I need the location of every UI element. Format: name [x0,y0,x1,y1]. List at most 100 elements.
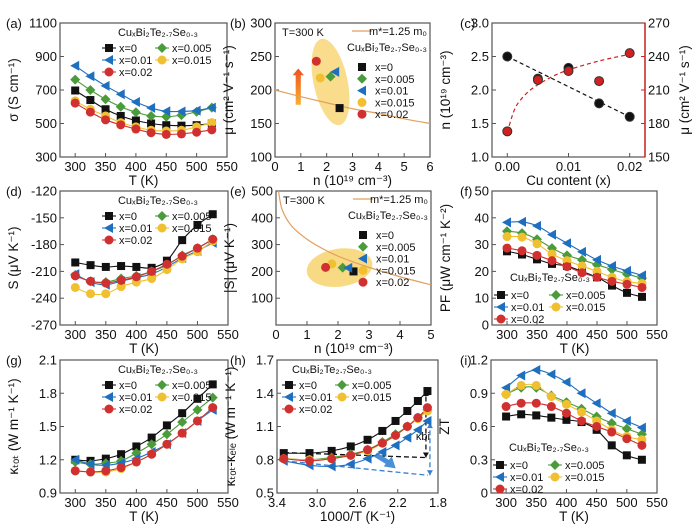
y-tick-label: 500 [251,184,273,199]
x-tick-label: 400 [556,495,578,510]
y-tick-label: 500 [35,116,57,131]
data-point-x=0.02 [86,276,96,286]
data-point-x=0 [101,105,110,114]
data-point-x=0 [147,119,156,128]
data-point-x=0.02 [637,440,647,450]
data-point-x=0.01 [377,446,387,457]
data-point-x=0.005 [621,423,632,434]
legend-label: x=0.01 [119,55,152,67]
legend-label: x=0.005 [566,290,605,302]
x-tick-label: 450 [586,327,608,342]
data-point-x=0.02 [177,428,187,438]
y-right-tick-label: 270 [648,16,670,31]
data-point-x=0.01 [592,254,601,265]
legend-label: x=0.015 [172,55,211,67]
panel-label: (c) [460,16,475,31]
data-point-x=0.01 [532,220,541,231]
data-point-x=0.015 [517,232,527,242]
y-tick-label: 1.0 [471,150,489,165]
data-point-x=0.02 [101,466,111,476]
data-point-x=0.02 [311,56,321,66]
legend-label: x=0.02 [299,404,332,416]
panel-label: (a) [6,16,22,31]
data-point-x=0 [71,86,80,95]
data-point-μ [532,74,543,85]
data-point-x=0.01 [591,398,601,409]
series-line-x=0 [506,250,643,298]
legend-marker [104,223,113,233]
data-point-x=0.005 [192,404,203,415]
series-line-x=0.01 [505,369,643,429]
data-point-x=0.015 [315,73,325,83]
data-point-x=0.02 [305,456,315,466]
data-point-x=0.015 [577,261,587,271]
y-tick-label: 1.5 [39,419,57,434]
data-point-x=0.02 [85,107,95,117]
series-line-x=0.01 [74,65,212,113]
y-tick-label: 40 [475,210,489,225]
panel-f: 300 350 400 450 500 550 0 10 20 30 40 50 T (K) PF (μW… [438,184,668,357]
y-axis-label: κₜₒₜ (W m⁻¹ K⁻¹) [6,378,21,474]
data-point-x=0 [502,412,511,421]
data-point-x=0.02 [147,266,157,276]
y-tick-label: 2.0 [471,83,489,98]
data-point-x=0.02 [70,466,80,476]
x-tick-label: 400 [125,159,147,174]
x-tick-label: 300 [64,495,86,510]
legend-label: m*=1.25 m₀ [369,26,427,38]
data-point-x=0.02 [131,272,141,282]
data-point-x=0.02 [131,124,141,134]
data-point-x=0 [117,262,126,271]
legend-marker [157,380,167,390]
series-line-x=0.015 [505,383,643,441]
data-point-x=0.01 [85,459,95,470]
series-line-x=0.015 [74,100,212,132]
data-point-x=0.015 [86,289,96,299]
data-point-x=0.015 [577,407,587,417]
data-point-x=0.02 [561,408,571,418]
data-point-x=0.015 [147,274,157,284]
data-point-x=0.02 [516,398,526,408]
data-point-x=0.02 [208,234,218,244]
data-point-x=0.02 [192,243,202,253]
panel-label: (e) [230,184,246,199]
x-tick-label: 400 [126,495,148,510]
data-point-x=0 [193,394,202,403]
legend-label: x=0.02 [119,235,152,247]
data-point-x=0 [279,449,288,458]
x-axis-label: T (K) [129,509,159,524]
panel-e: 0 1 2 3 4 5 100 200 300 400 500 n (10¹⁹ cm⁻³) |S| (μ… [222,184,435,357]
series-line-x=0 [74,90,212,127]
data-point-x=0.01 [176,106,186,117]
data-point-x=0.02 [176,129,186,139]
x-tick-label: 0 [271,159,278,174]
data-point-x=0.02 [208,403,218,413]
x-tick-label: 0.00 [495,159,520,174]
legend-marker [357,85,366,96]
kappa-bi-label: κbi [416,431,430,443]
data-point-x=0.02 [637,282,647,292]
panel-h: 3.4 3.0 2.6 2.2 1.8 0.5 0.8 1.1 1.4 1.7 1000/T (K⁻… [223,353,447,525]
legend-label: x=0.015 [172,392,211,404]
data-point-x=0.01 [70,454,80,465]
data-point-x=0.02 [86,467,96,477]
data-point-x=0 [391,416,400,425]
data-point-x=0.01 [326,461,336,472]
y-tick-label: 0.3 [470,452,488,467]
series-line-x=0 [283,390,428,454]
data-point-x=0.01 [402,432,412,443]
legend-marker [157,55,167,65]
data-point-x=0 [423,387,432,396]
series-line-x=0.02 [74,102,212,135]
data-point-x=0 [378,426,387,435]
data-point-x=0 [101,262,110,271]
legend-label: x=0.015 [566,302,605,314]
data-point-x=0.005 [130,107,141,118]
arrowhead-icon [383,456,396,469]
y-tick-label: 3.0 [471,16,489,31]
legend-marker [359,231,367,239]
data-point-x=0.01 [206,102,216,113]
legend-marker [358,277,368,287]
y-axis-label: |S| (μV K⁻¹) [222,223,237,293]
data-point-x=0.01 [330,66,340,77]
